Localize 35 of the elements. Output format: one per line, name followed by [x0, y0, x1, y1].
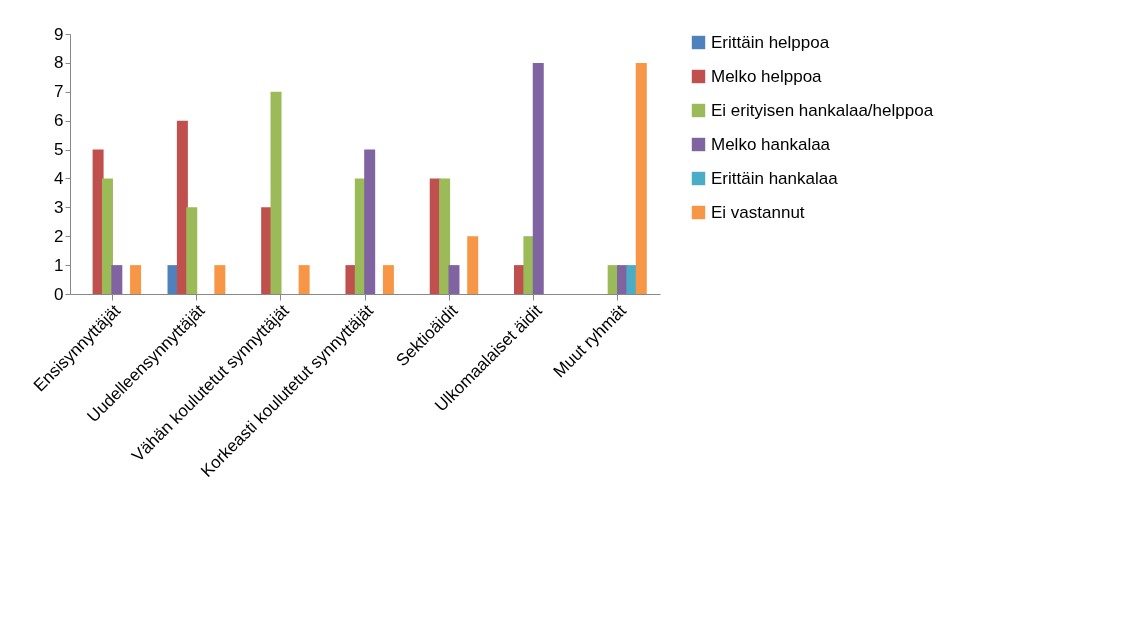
legend-label: Ei erityisen hankalaa/helppoa — [711, 100, 934, 120]
y-tick-label: 6 — [54, 111, 64, 131]
y-tick-label: 7 — [54, 82, 64, 102]
bar — [186, 207, 198, 294]
y-tick-label: 0 — [54, 284, 64, 304]
bar — [448, 265, 460, 294]
legend-label: Melko helppoa — [711, 66, 823, 86]
bar — [382, 265, 394, 294]
legend-label: Ei vastannut — [711, 202, 805, 222]
bar — [111, 265, 123, 294]
bar — [532, 62, 544, 294]
bar — [523, 236, 535, 294]
y-tick-label: 9 — [54, 24, 64, 44]
bar — [439, 178, 451, 294]
bar — [635, 62, 647, 294]
y-tick-label: 1 — [54, 255, 64, 275]
legend-label: Erittäin hankalaa — [711, 168, 839, 188]
bar — [626, 265, 638, 294]
y-tick-label: 5 — [54, 140, 64, 160]
y-tick-label: 3 — [54, 197, 64, 217]
legend-label: Melko hankalaa — [711, 134, 831, 154]
bar — [364, 149, 376, 294]
bar — [261, 207, 273, 294]
bar — [345, 265, 357, 294]
y-tick-label: 4 — [54, 168, 64, 188]
y-tick-label: 2 — [54, 226, 64, 246]
legend-label: Erittäin helppoa — [711, 32, 830, 52]
bar — [176, 120, 188, 294]
bar — [101, 178, 113, 294]
bar — [270, 91, 282, 294]
bar — [467, 236, 479, 294]
bar — [214, 265, 226, 294]
bar — [130, 265, 142, 294]
y-tick-label: 8 — [54, 53, 64, 73]
bar — [298, 265, 310, 294]
